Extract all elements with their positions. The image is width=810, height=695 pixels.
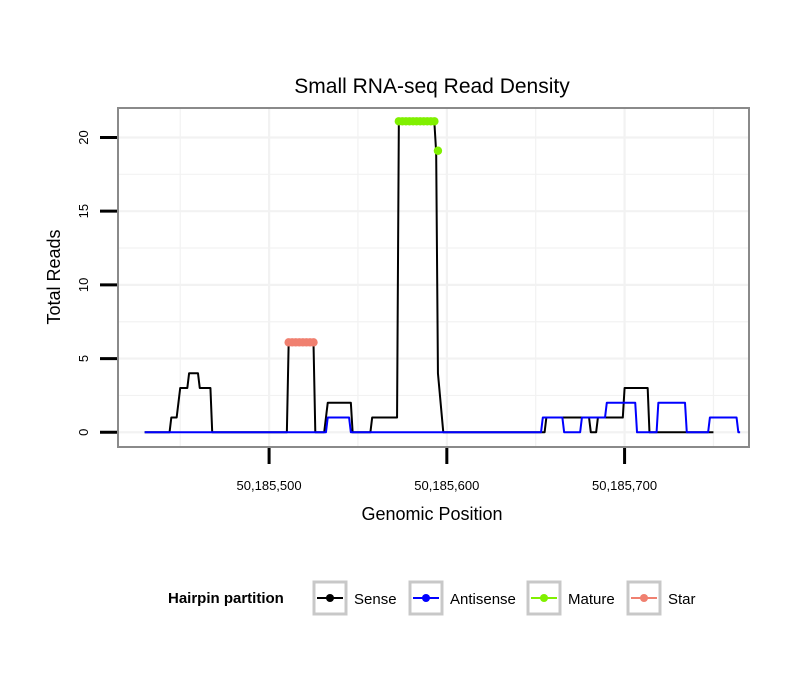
legend-key-point: [540, 594, 548, 602]
legend-item-star: Star: [626, 580, 696, 616]
x-tick-label: 50,185,600: [414, 478, 479, 493]
legend-label: Mature: [568, 591, 615, 608]
y-tick-label: 15: [76, 204, 91, 218]
mature-point: [430, 117, 439, 126]
legend-key-point: [422, 594, 430, 602]
series-layer: [144, 117, 741, 434]
x-tick-label: 50,185,500: [237, 478, 302, 493]
chart-title: Small RNA-seq Read Density: [294, 75, 570, 98]
y-tick-label: 5: [76, 355, 91, 362]
x-axis-label: Genomic Position: [361, 504, 502, 524]
antisense-line: [144, 401, 741, 434]
y-tick-label: 0: [76, 429, 91, 436]
legend-item-sense: Sense: [312, 580, 397, 616]
legend-label: Sense: [354, 591, 397, 608]
legend-key-point: [326, 594, 334, 602]
y-tick-label: 20: [76, 130, 91, 144]
y-tick-label: 10: [76, 278, 91, 292]
legend-item-mature: Mature: [526, 580, 615, 616]
star-point: [309, 338, 318, 347]
legend-title: Hairpin partition: [168, 590, 284, 607]
grid: [119, 109, 748, 446]
mature-point: [433, 146, 443, 155]
legend-key-point: [640, 594, 648, 602]
legend-item-antisense: Antisense: [408, 580, 516, 616]
x-tick-label: 50,185,700: [592, 478, 657, 493]
y-axis-label: Total Reads: [44, 229, 64, 324]
legend-label: Star: [668, 591, 696, 608]
plot-panel: [117, 107, 750, 448]
legend-label: Antisense: [450, 591, 516, 608]
axes: 0 5 10 15 20 50,185,500 50,185,600 50,185,700: [76, 130, 657, 493]
legend: Hairpin partition Sense Antisense Mature St…: [168, 580, 696, 616]
